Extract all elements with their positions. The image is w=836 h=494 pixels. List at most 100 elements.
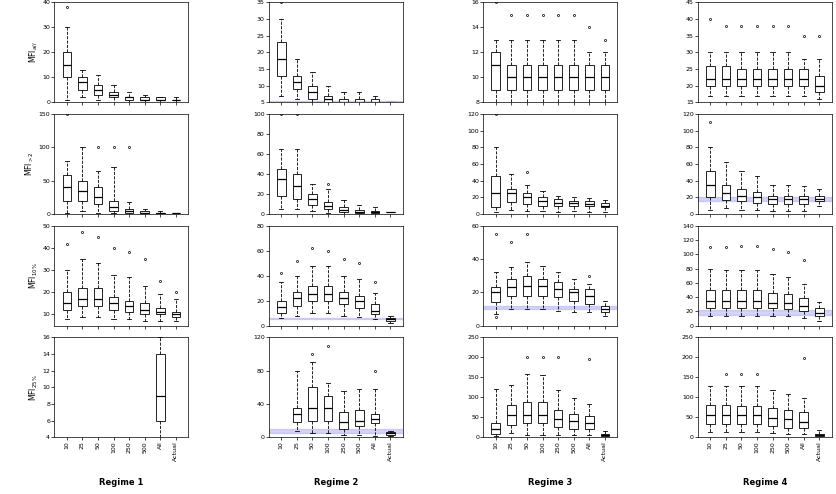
- PathPatch shape: [370, 414, 379, 423]
- Bar: [698, 310, 832, 315]
- PathPatch shape: [339, 99, 348, 106]
- X-axis label: Regime 1: Regime 1: [99, 478, 144, 487]
- PathPatch shape: [815, 196, 823, 202]
- PathPatch shape: [355, 210, 364, 213]
- PathPatch shape: [110, 201, 118, 210]
- Y-axis label: MFI$_{25\%}$: MFI$_{25\%}$: [27, 374, 39, 401]
- PathPatch shape: [125, 97, 134, 100]
- PathPatch shape: [706, 405, 715, 424]
- Bar: [483, 306, 617, 309]
- X-axis label: Regime 3: Regime 3: [528, 478, 573, 487]
- PathPatch shape: [538, 402, 547, 423]
- PathPatch shape: [752, 192, 762, 203]
- PathPatch shape: [492, 288, 500, 302]
- PathPatch shape: [522, 193, 531, 204]
- PathPatch shape: [492, 52, 500, 90]
- PathPatch shape: [293, 292, 301, 306]
- PathPatch shape: [553, 199, 563, 206]
- Bar: [269, 100, 403, 102]
- PathPatch shape: [355, 99, 364, 106]
- PathPatch shape: [752, 69, 762, 85]
- PathPatch shape: [784, 196, 793, 204]
- PathPatch shape: [125, 301, 134, 312]
- PathPatch shape: [308, 85, 317, 99]
- PathPatch shape: [370, 211, 379, 213]
- Bar: [269, 429, 403, 433]
- PathPatch shape: [569, 289, 578, 300]
- PathPatch shape: [140, 303, 149, 315]
- PathPatch shape: [370, 304, 379, 314]
- PathPatch shape: [737, 406, 746, 424]
- PathPatch shape: [94, 288, 102, 306]
- PathPatch shape: [78, 77, 87, 90]
- PathPatch shape: [752, 290, 762, 308]
- PathPatch shape: [94, 85, 102, 95]
- PathPatch shape: [553, 65, 563, 90]
- PathPatch shape: [815, 434, 823, 436]
- PathPatch shape: [721, 185, 730, 200]
- PathPatch shape: [569, 414, 578, 429]
- PathPatch shape: [721, 290, 730, 308]
- PathPatch shape: [293, 408, 301, 422]
- PathPatch shape: [799, 196, 808, 204]
- PathPatch shape: [140, 211, 149, 213]
- PathPatch shape: [585, 65, 594, 90]
- PathPatch shape: [324, 286, 333, 300]
- PathPatch shape: [156, 97, 165, 100]
- Bar: [269, 318, 403, 319]
- PathPatch shape: [125, 208, 134, 212]
- PathPatch shape: [721, 66, 730, 85]
- PathPatch shape: [737, 290, 746, 308]
- PathPatch shape: [355, 295, 364, 308]
- PathPatch shape: [799, 298, 808, 311]
- PathPatch shape: [339, 412, 348, 429]
- PathPatch shape: [569, 201, 578, 206]
- Y-axis label: MFI$_{10\%}$: MFI$_{10\%}$: [27, 262, 39, 289]
- PathPatch shape: [308, 387, 317, 420]
- PathPatch shape: [585, 289, 594, 304]
- PathPatch shape: [737, 69, 746, 85]
- PathPatch shape: [308, 286, 317, 300]
- PathPatch shape: [784, 294, 793, 309]
- PathPatch shape: [140, 97, 149, 100]
- PathPatch shape: [110, 297, 118, 310]
- PathPatch shape: [293, 76, 301, 89]
- PathPatch shape: [63, 292, 71, 310]
- PathPatch shape: [277, 42, 286, 76]
- PathPatch shape: [706, 66, 715, 85]
- PathPatch shape: [324, 95, 333, 102]
- PathPatch shape: [799, 69, 808, 85]
- PathPatch shape: [171, 312, 181, 317]
- PathPatch shape: [324, 396, 333, 420]
- PathPatch shape: [784, 410, 793, 428]
- Y-axis label: MFI$_{>2}$: MFI$_{>2}$: [23, 152, 36, 176]
- PathPatch shape: [522, 402, 531, 423]
- PathPatch shape: [386, 432, 395, 435]
- PathPatch shape: [600, 306, 609, 312]
- PathPatch shape: [737, 189, 746, 202]
- PathPatch shape: [538, 197, 547, 206]
- PathPatch shape: [706, 290, 715, 308]
- PathPatch shape: [507, 65, 516, 90]
- PathPatch shape: [706, 170, 715, 197]
- PathPatch shape: [768, 293, 777, 308]
- PathPatch shape: [339, 292, 348, 304]
- PathPatch shape: [600, 203, 609, 207]
- PathPatch shape: [63, 52, 71, 77]
- PathPatch shape: [768, 196, 777, 204]
- PathPatch shape: [815, 76, 823, 92]
- PathPatch shape: [799, 412, 808, 428]
- PathPatch shape: [492, 423, 500, 434]
- PathPatch shape: [507, 405, 516, 425]
- PathPatch shape: [507, 279, 516, 295]
- X-axis label: Regime 4: Regime 4: [742, 478, 787, 487]
- Y-axis label: MFI$_{all}$: MFI$_{all}$: [27, 41, 39, 63]
- PathPatch shape: [355, 410, 364, 425]
- PathPatch shape: [156, 354, 165, 420]
- PathPatch shape: [553, 410, 563, 427]
- PathPatch shape: [752, 406, 762, 424]
- PathPatch shape: [94, 187, 102, 204]
- PathPatch shape: [78, 288, 87, 306]
- X-axis label: Regime 2: Regime 2: [314, 478, 358, 487]
- PathPatch shape: [339, 207, 348, 212]
